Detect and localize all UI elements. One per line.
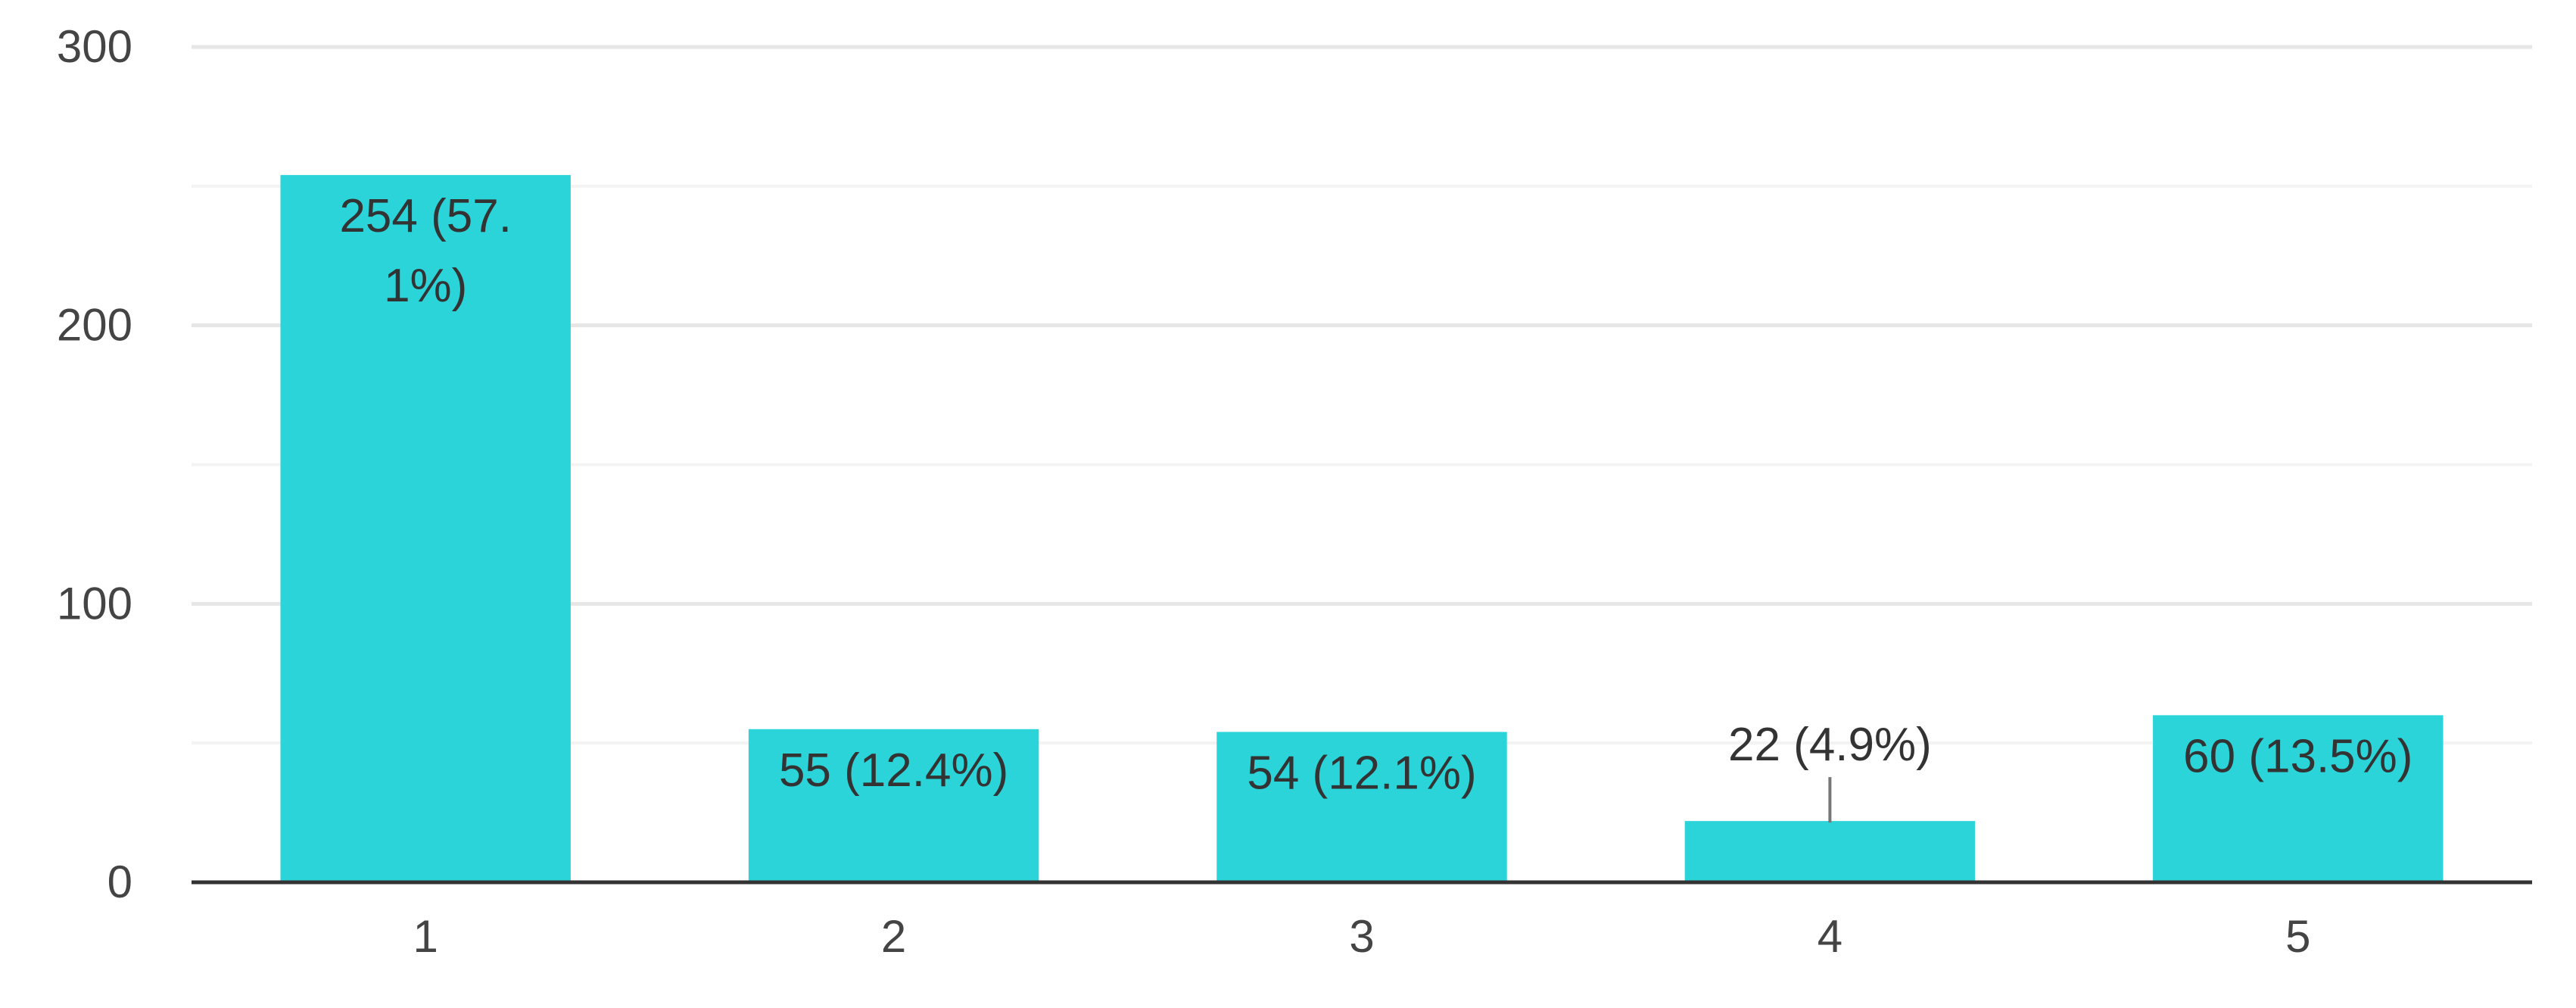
- x-tick-label: 4: [1818, 911, 1842, 962]
- x-tick-label: 2: [881, 911, 906, 962]
- bar: [748, 729, 1039, 882]
- x-tick-label: 3: [1349, 911, 1374, 962]
- y-tick-label: 300: [57, 21, 132, 72]
- bar: [1216, 732, 1507, 882]
- x-tick-label: 1: [413, 911, 438, 962]
- data-label: 54 (12.1%): [1247, 747, 1476, 799]
- y-tick-label: 100: [57, 578, 132, 629]
- y-axis-ticks: 0 100 200 300: [57, 21, 132, 907]
- data-label: 1%): [384, 260, 467, 312]
- bars: [280, 175, 2444, 883]
- data-label: 22 (4.9%): [1728, 719, 1932, 771]
- data-label: 60 (13.5%): [2183, 730, 2412, 782]
- bar: [2153, 715, 2444, 882]
- gridlines: [192, 45, 2532, 745]
- data-label: 254 (57.: [339, 190, 512, 242]
- y-tick-label: 0: [107, 857, 132, 907]
- x-tick-label: 5: [2285, 911, 2310, 962]
- bar: [1684, 821, 1976, 882]
- y-tick-label: 200: [57, 300, 132, 351]
- data-labels: 254 (57. 1%) 55 (12.4%) 54 (12.1%) 22 (4.9%)…: [339, 190, 2412, 823]
- bar: [280, 175, 571, 883]
- x-axis-ticks: 1 2 3 4 5: [413, 911, 2311, 962]
- data-label: 55 (12.4%): [779, 744, 1008, 797]
